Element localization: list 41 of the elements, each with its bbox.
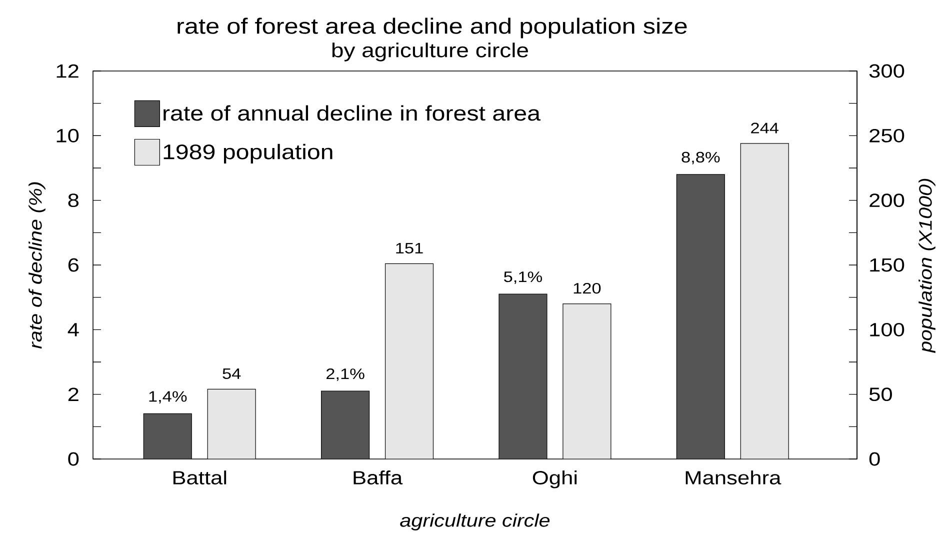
data-label: 8,8% [682,152,720,164]
data-label: 120 [574,282,601,294]
legend-label: 1989 population [164,144,332,164]
bar [562,303,612,459]
bar [676,174,725,459]
x-tick-label: Oghi [532,470,577,488]
bar [498,294,548,459]
data-label: 5,1% [504,272,542,284]
y-tick-label: 6 [68,258,79,272]
y2-tick-label: 300 [869,64,904,78]
data-label: 54 [222,368,241,379]
bar [740,143,789,459]
y-tick-label: 10 [56,128,79,142]
x-axis-title: agriculture circle [400,514,550,530]
legend-label: rate of annual decline in forest area [164,105,541,121]
chart-title: rate of forest area decline and population size [178,18,687,38]
y2-tick-label: 100 [870,322,904,336]
y-axis-title: rate of decline (%) [28,182,46,349]
chart-subtitle: by agriculture circle [332,42,528,62]
data-label: 2,1% [326,368,364,381]
y-tick-label: 12 [56,64,78,78]
data-label: 244 [751,122,779,134]
bar [321,390,370,459]
x-tick-label: Mansehra [686,470,782,484]
y2-tick-label: 0 [869,452,880,466]
y-tick-label: 8 [68,194,79,208]
y2-tick-label: 150 [870,258,904,272]
y2-axis-title: population (X1000) [918,178,936,353]
x-tick-label: Baffa [354,470,403,484]
y-tick-label: 4 [68,323,79,336]
bar [143,413,192,459]
data-label: 151 [396,243,423,254]
y2-tick-label: 250 [870,128,904,142]
y-tick-label: 0 [68,452,79,466]
y2-tick-label: 50 [869,388,892,402]
x-tick-label: Battal [173,470,226,484]
bar [207,388,256,459]
data-label: 1,4% [149,391,187,404]
y-tick-label: 2 [68,388,78,401]
bar [384,263,434,459]
y2-tick-label: 200 [870,194,904,208]
